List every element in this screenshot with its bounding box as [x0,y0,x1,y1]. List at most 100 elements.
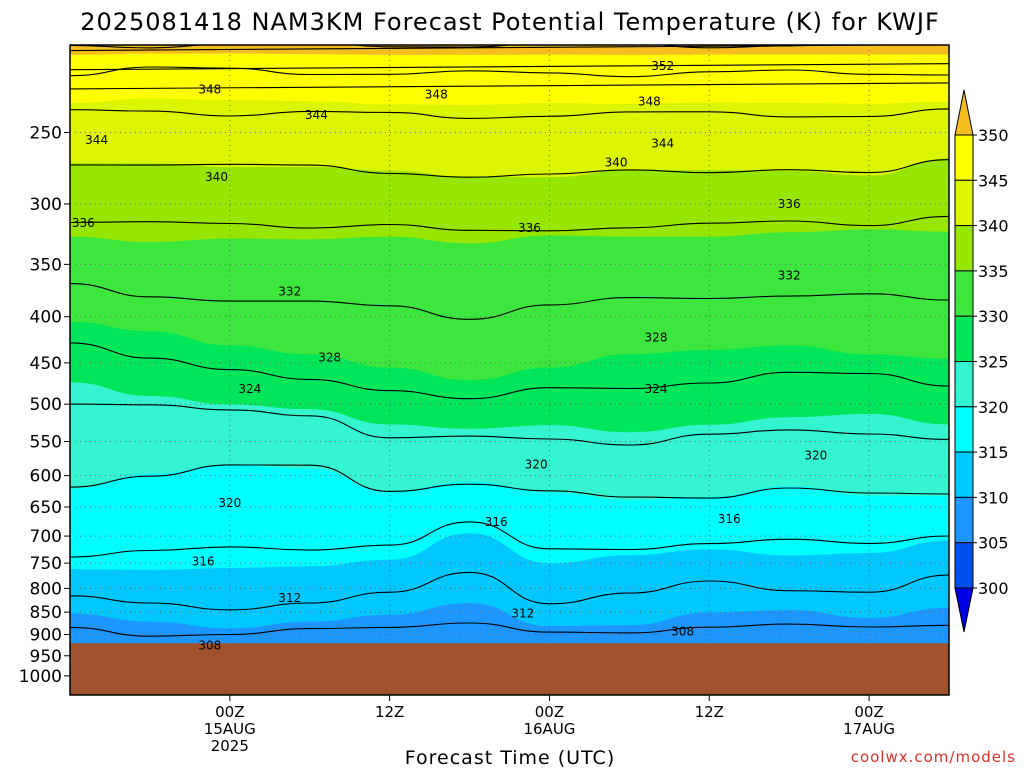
contour-label: 312 [511,607,534,621]
y-tick-label: 900 [30,626,62,646]
y-tick-label: 500 [30,395,62,415]
isentrope-contour [70,342,949,400]
contour-labels: 352 348 348 348 344 344 344 340 340 336 336 336 332 3… [72,59,827,652]
colorbar-swatch [954,451,974,498]
isentrope-contour [70,521,949,558]
x-tick-label: 2025 [211,737,249,755]
contour-label: 332 [278,284,301,298]
ground-mask [70,643,949,695]
isentrope-contour [70,283,949,320]
colorbar-label: 320 [978,398,1009,417]
plot-area: 352 348 348 348 344 344 344 340 340 336 336 336 332 3… [70,45,949,695]
colorbar-label: 315 [978,443,1009,462]
x-tick-label: 00Z [215,703,244,721]
contour-label: 328 [318,351,341,365]
contour-label: 344 [85,133,108,147]
contour-label: 340 [605,156,628,170]
colorbar-label: 345 [978,171,1009,190]
y-tick-label: 800 [30,579,62,599]
isentrope-contour [70,66,949,78]
colorbar-swatch [954,496,974,544]
contour-lines [70,45,949,637]
contour-label: 336 [778,197,801,211]
contour-label: 308 [671,625,694,639]
y-tick-label: 850 [30,603,62,623]
contour-label: 320 [218,496,241,510]
contour-label: 348 [638,94,661,108]
contour-label: 336 [518,221,541,235]
colorbar-swatch [954,270,974,317]
isentrope-contour [70,464,949,499]
colorbar-swatch [954,406,974,453]
y-tick-label: 250 [30,123,62,143]
y-tick-label: 700 [30,527,62,547]
colorbar-label: 305 [978,534,1009,553]
isentrope-contour [70,622,949,637]
colorbar-label: 310 [978,488,1009,507]
contour-label: 320 [525,457,548,471]
x-tick-label: 17AUG [843,720,895,738]
contour-label: 316 [718,512,741,526]
y-tick-label: 400 [30,308,62,328]
contour-label: 324 [645,382,668,396]
contour-label: 336 [72,216,95,230]
isentrope-contour [70,63,949,71]
isentrope-contour [70,82,949,90]
x-axis-label: Forecast Time (UTC) [405,747,615,768]
contour-label: 308 [198,638,221,652]
colorbar-swatch [954,179,974,227]
y-tick-label: 1000 [19,667,62,687]
contour-label: 328 [645,331,668,345]
x-tick-label: 12Z [375,703,404,721]
x-tick-label: 00Z [854,703,883,721]
colorbar-under-arrow [954,587,974,633]
contour-label: 332 [778,268,801,282]
colorbar-swatch [954,225,974,272]
contour-label: 340 [205,170,228,184]
y-tick-label: 950 [30,647,62,667]
x-tick-label: 00Z [535,703,564,721]
contour-label: 324 [238,382,261,396]
y-tick-label: 600 [30,467,62,487]
isentrope-contour [70,108,949,119]
contour-label: 320 [804,449,827,463]
plot-frame [69,44,950,696]
contour-label: 348 [425,88,448,102]
colorbar-label: 335 [978,262,1009,281]
y-tick-label: 450 [30,354,62,374]
isentrope-contour [70,159,949,178]
isentrope-contour [70,215,949,232]
y-tick-label: 650 [30,498,62,518]
contour-label: 316 [192,555,215,569]
contour-label: 348 [198,82,221,96]
contour-label: 352 [651,59,674,73]
colorbar: 350 345 340 335 330 325 320 315 310 305 300 [954,89,1009,633]
colorbar-label: 300 [978,579,1009,598]
x-tick-label: 16AUG [523,720,575,738]
x-tick-label: 12Z [695,703,724,721]
temperature-band [70,52,949,106]
y-tick-label: 300 [30,195,62,215]
contour-label: 312 [278,591,301,605]
isentrope-contour [70,571,949,611]
y-axis: 250 300 350 400 450 500 550 600 650 700 750 800 850 9… [19,123,70,687]
colorbar-swatch [954,134,974,181]
y-tick-label: 350 [30,255,62,275]
contour-label: 344 [305,108,328,122]
ground-below-surface [70,643,949,695]
colorbar-label: 350 [978,126,1009,145]
temperature-band [70,97,949,178]
colorbar-swatch [954,361,974,408]
y-tick-label: 750 [30,554,62,574]
x-tick-label: 15AUG [204,720,256,738]
filled-contours [70,45,949,695]
credit-text: coolwx.com/models [851,748,1016,766]
chart-title: 2025081418 NAM3KM Forecast Potential Tem… [80,8,940,36]
colorbar-swatch [954,315,974,363]
colorbar-swatch [954,542,974,589]
colorbar-label: 340 [978,217,1009,236]
contour-label: 316 [485,515,508,529]
y-tick-label: 550 [30,433,62,453]
